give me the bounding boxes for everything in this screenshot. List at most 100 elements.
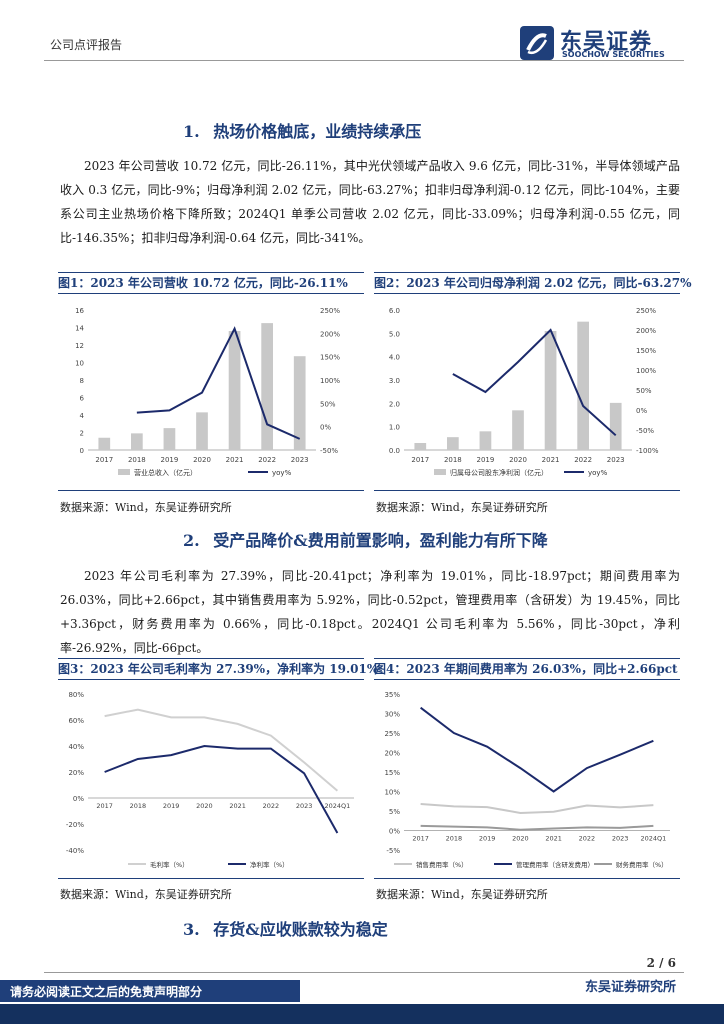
y-axis-tick: 80%: [68, 691, 84, 699]
bar: [130, 433, 143, 450]
right-axis-tick: 0%: [320, 424, 331, 432]
left-axis-tick: 0: [80, 447, 84, 455]
figure-4-container: -5% 0% 5% 10% 15% 20% 25% 30% 35% 2017 2018 2019 202…: [374, 680, 680, 879]
left-axis-tick: 0.0: [389, 447, 400, 455]
x-axis-tick: 2021: [545, 835, 562, 843]
bar: [544, 331, 557, 450]
page-number: 2 / 6: [646, 956, 676, 970]
y-axis-tick: -20%: [66, 821, 84, 829]
x-axis-tick: 2020: [509, 456, 527, 464]
x-axis-tick: 2023: [607, 456, 625, 464]
left-axis-tick: 12: [75, 342, 84, 350]
x-axis-tick: 2024Q1: [640, 835, 666, 843]
figure-1-source: 数据来源：Wind，东吴证券研究所: [60, 501, 232, 514]
left-axis-tick: 6: [80, 395, 85, 403]
bar: [98, 437, 111, 450]
y-axis-tick: 60%: [68, 717, 84, 725]
bar: [163, 428, 176, 450]
section-number: 2.: [183, 531, 200, 550]
x-axis-tick: 2019: [477, 456, 495, 464]
section-number: 3.: [183, 920, 200, 939]
section-1-heading: 1. 热场价格触底，业绩持续承压: [183, 118, 421, 142]
x-axis-tick: 2020: [193, 456, 211, 464]
soochow-logo-icon: [520, 26, 554, 60]
legend-bar-label: 归属母公司股东净利润（亿元）: [450, 468, 548, 477]
right-axis-tick: -100%: [636, 447, 659, 455]
figure-2-title: 图2：2023 年公司归母净利润 2.02 亿元，同比-63.27%: [374, 272, 691, 294]
right-axis-tick: 50%: [636, 387, 652, 395]
y-axis-tick: 15%: [384, 769, 400, 777]
x-axis-tick: 2018: [446, 835, 463, 843]
legend-bar-swatch: [118, 469, 130, 475]
section-title: 存货&应收账款较为稳定: [213, 920, 388, 939]
y-axis-tick: 5%: [389, 808, 400, 816]
logo-name-en: SOOCHOW SECURITIES: [562, 50, 665, 59]
paragraph-2-text: 2023 年公司毛利率为 27.39%，同比-20.41pct；净利率为 19.…: [60, 569, 680, 655]
figure-3-container: -40% -20% 0% 20% 40% 60% 80% 2017 2018 2019 2020 20…: [58, 680, 364, 879]
bar: [609, 402, 622, 450]
legend-label: 销售费用率（%）: [416, 860, 468, 869]
expense-ratio-chart: -5% 0% 5% 10% 15% 20% 25% 30% 35% 2017 2018 2019 202…: [384, 691, 670, 869]
x-axis-tick: 2017: [411, 456, 429, 464]
disclaimer-banner: 请务必阅读正文之后的免责声明部分: [0, 980, 300, 1002]
x-axis-tick: 2022: [263, 802, 280, 810]
figure-3-title: 图3：2023 年公司毛利率为 27.39%，净利率为 19.01%: [58, 658, 378, 680]
left-axis-tick: 4: [80, 412, 85, 420]
bar: [446, 437, 459, 450]
left-axis-tick: 3.0: [389, 377, 400, 385]
right-axis-tick: 200%: [636, 327, 656, 335]
y-axis-tick: 10%: [384, 789, 400, 797]
section-3-heading: 3. 存货&应收账款较为稳定: [183, 916, 388, 940]
x-axis-tick: 2023: [612, 835, 629, 843]
left-axis-tick: 5.0: [389, 330, 400, 338]
x-axis-tick: 2021: [229, 802, 246, 810]
bar: [479, 431, 492, 450]
footer-org: 东吴证券研究所: [584, 980, 676, 995]
x-axis-tick: 2018: [128, 456, 146, 464]
right-axis-tick: 250%: [636, 307, 656, 315]
revenue-chart: 0 2 4 6 8 10 12 14 16 -50% 0% 50% 100% 150% 200% 250% 20…: [75, 307, 340, 477]
section-2-heading: 2. 受产品降价&费用前置影响，盈利能力有所下降: [183, 527, 548, 551]
right-axis-tick: 100%: [636, 367, 656, 375]
legend-label: 净利率（%）: [250, 860, 289, 869]
legend-bar-label: 营业总收入（亿元）: [134, 468, 197, 477]
y-axis-tick: 20%: [68, 769, 84, 777]
y-axis-tick: 0%: [389, 828, 400, 836]
header-divider: [44, 60, 684, 61]
figure-2-container: 0.0 1.0 2.0 3.0 4.0 5.0 6.0 -100% -50% 0% 50% 100% 1…: [374, 294, 680, 491]
y-axis-tick: -40%: [66, 847, 84, 855]
series-line: [420, 802, 654, 814]
x-axis-tick: 2020: [512, 835, 529, 843]
legend-line-label: yoy%: [588, 469, 608, 477]
net-profit-chart: 0.0 1.0 2.0 3.0 4.0 5.0 6.0 -100% -50% 0% 50% 100% 1…: [389, 307, 659, 477]
y-axis-tick: 40%: [68, 743, 84, 751]
bar: [261, 323, 274, 450]
left-axis-tick: 8: [80, 377, 84, 385]
series-line: [420, 824, 654, 831]
y-axis-tick: 0%: [73, 795, 84, 803]
series-line: [104, 744, 339, 834]
y-axis-tick: 25%: [384, 730, 400, 738]
section-title: 受产品降价&费用前置影响，盈利能力有所下降: [213, 531, 548, 550]
x-axis-tick: 2019: [163, 802, 180, 810]
left-axis-tick: 10: [75, 360, 84, 368]
section-number: 1.: [183, 122, 200, 141]
y-axis-tick: 30%: [384, 711, 400, 719]
report-type-label: 公司点评报告: [50, 38, 123, 52]
right-axis-tick: -50%: [320, 447, 338, 455]
x-axis-tick: 2023: [291, 456, 309, 464]
bar: [228, 331, 241, 450]
x-axis-tick: 2020: [196, 802, 213, 810]
legend-line-label: yoy%: [272, 469, 292, 477]
right-axis-tick: -50%: [636, 427, 654, 435]
x-axis-tick: 2017: [96, 802, 113, 810]
logo-name-cn: 东吴证券: [560, 29, 653, 55]
footer-divider: [44, 972, 684, 973]
x-axis-tick: 2023: [296, 802, 313, 810]
y-axis-tick: -5%: [386, 847, 400, 855]
section-title: 热场价格触底，业绩持续承压: [213, 122, 422, 141]
x-axis-tick: 2022: [258, 456, 276, 464]
yoy-line: [452, 328, 617, 437]
paragraph-1: 2023 年公司营收 10.72 亿元，同比-26.11%，其中光伏领域产品收入…: [60, 154, 680, 250]
x-axis-tick: 2019: [479, 835, 496, 843]
